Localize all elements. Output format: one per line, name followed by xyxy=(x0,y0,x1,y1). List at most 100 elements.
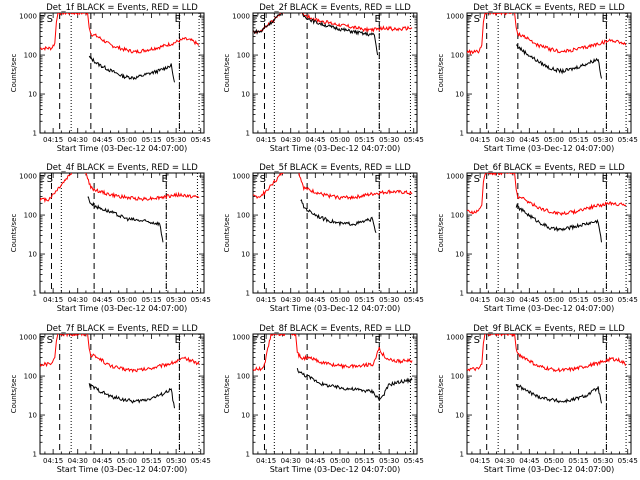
x-tick-label: 05:15 xyxy=(568,296,588,304)
axes-frame xyxy=(39,333,205,455)
y-tick-label: 1000 xyxy=(232,173,250,181)
events-series-line xyxy=(88,383,175,409)
events-series-line xyxy=(88,55,175,83)
interval-flag: E xyxy=(251,14,257,25)
x-axis-label: Start Time (03-Dec-12 04:07:00) xyxy=(270,465,401,474)
x-axis-label: Start Time (03-Dec-12 04:07:00) xyxy=(484,465,615,474)
x-tick-label: 04:15 xyxy=(470,457,490,465)
x-tick-label: 04:45 xyxy=(519,296,539,304)
x-tick-label: 04:15 xyxy=(470,136,490,144)
axes-frame xyxy=(252,172,418,294)
x-axis-label: Start Time (03-Dec-12 04:07:00) xyxy=(57,465,188,474)
interval-flag: E xyxy=(38,14,44,25)
y-tick-label: 10 xyxy=(28,412,37,420)
x-tick-label: 04:45 xyxy=(92,296,112,304)
axes-frame xyxy=(39,172,205,294)
x-tick-label: 04:45 xyxy=(519,136,539,144)
interval-flag: S xyxy=(47,14,53,25)
x-tick-label: 05:45 xyxy=(618,136,638,144)
panel-title: Det_3f BLACK = Events, RED = LLD xyxy=(473,3,625,13)
interval-flag: S xyxy=(47,174,53,185)
x-tick-label: 04:15 xyxy=(43,457,63,465)
y-tick-label: 100 xyxy=(237,373,250,381)
x-axis-label: Start Time (03-Dec-12 04:07:00) xyxy=(484,304,615,313)
y-tick-label: 10 xyxy=(455,91,464,99)
axes-frame xyxy=(466,172,632,294)
y-axis-label: Counts/sec xyxy=(437,214,445,253)
interval-flag: S xyxy=(260,174,266,185)
panel-3: Det_3f BLACK = Events, RED = LLD 1 10 100 10… xyxy=(437,3,638,153)
y-tick-label: 10 xyxy=(241,251,250,259)
events-series-line xyxy=(515,383,602,404)
x-tick-label: 05:15 xyxy=(354,457,374,465)
x-tick-label: 05:45 xyxy=(618,457,638,465)
x-tick-label: 05:15 xyxy=(354,296,374,304)
lld-series-line xyxy=(467,13,627,56)
y-tick-label: 100 xyxy=(451,212,464,220)
x-tick-label: 04:30 xyxy=(495,457,515,465)
y-tick-label: 100 xyxy=(24,373,37,381)
x-tick-label: 04:15 xyxy=(43,136,63,144)
interval-flag: E xyxy=(251,335,257,346)
interval-flag: E xyxy=(374,335,380,346)
panel-title: Det_1f BLACK = Events, RED = LLD xyxy=(46,3,198,13)
panel-title: Det_6f BLACK = Events, RED = LLD xyxy=(473,163,625,173)
panel-6: Det_6f BLACK = Events, RED = LLD 1 10 100 10… xyxy=(437,163,638,313)
y-tick-label: 1 xyxy=(460,451,464,459)
interval-flag: S xyxy=(260,335,266,346)
x-tick-label: 05:30 xyxy=(379,136,399,144)
interval-flag: E xyxy=(251,174,257,185)
y-tick-label: 1 xyxy=(33,451,37,459)
x-tick-label: 04:15 xyxy=(256,296,276,304)
y-tick-label: 1000 xyxy=(232,13,250,21)
x-tick-label: 05:45 xyxy=(191,457,211,465)
x-tick-label: 05:15 xyxy=(141,296,161,304)
x-tick-label: 05:45 xyxy=(404,136,424,144)
panel-5: Det_5f BLACK = Events, RED = LLD 1 10 100 10… xyxy=(223,163,424,313)
interval-flag: E xyxy=(374,14,380,25)
y-tick-label: 1 xyxy=(246,290,250,298)
panel-title: Det_8f BLACK = Events, RED = LLD xyxy=(259,324,411,334)
axes-frame xyxy=(39,12,205,134)
y-tick-label: 1 xyxy=(246,130,250,138)
interval-flag: S xyxy=(474,174,480,185)
x-tick-label: 05:00 xyxy=(544,457,564,465)
interval-flag: E xyxy=(175,335,181,346)
events-series-line xyxy=(516,44,602,79)
x-tick-label: 05:15 xyxy=(568,457,588,465)
x-tick-label: 04:15 xyxy=(470,296,490,304)
x-tick-label: 05:00 xyxy=(544,296,564,304)
x-tick-label: 05:30 xyxy=(379,296,399,304)
x-tick-label: 04:30 xyxy=(68,457,88,465)
y-tick-label: 10 xyxy=(241,91,250,99)
x-tick-label: 05:00 xyxy=(330,296,350,304)
events-series-line xyxy=(515,203,602,243)
x-tick-label: 04:30 xyxy=(281,296,301,304)
panel-2: Det_2f BLACK = Events, RED = LLD 1 10 100 10… xyxy=(223,3,424,153)
events-series-line xyxy=(87,196,164,243)
x-tick-label: 05:45 xyxy=(191,296,211,304)
x-tick-label: 05:00 xyxy=(330,457,350,465)
x-tick-label: 05:45 xyxy=(404,457,424,465)
y-tick-label: 1000 xyxy=(19,334,37,342)
y-tick-label: 100 xyxy=(237,212,250,220)
interval-flag: E xyxy=(38,174,44,185)
x-tick-label: 05:15 xyxy=(141,136,161,144)
x-tick-label: 04:45 xyxy=(305,136,325,144)
y-tick-label: 100 xyxy=(237,52,250,60)
x-tick-label: 05:30 xyxy=(593,136,613,144)
events-series-line xyxy=(300,199,377,233)
events-series-line xyxy=(296,367,413,402)
x-tick-label: 05:45 xyxy=(191,136,211,144)
x-tick-label: 05:30 xyxy=(593,296,613,304)
x-tick-label: 05:30 xyxy=(166,296,186,304)
x-tick-label: 05:00 xyxy=(117,296,137,304)
x-tick-label: 04:30 xyxy=(495,296,515,304)
interval-flag: E xyxy=(38,335,44,346)
interval-flag: E xyxy=(175,14,181,25)
x-tick-label: 05:45 xyxy=(618,296,638,304)
panel-title: Det_7f BLACK = Events, RED = LLD xyxy=(46,324,198,334)
x-tick-label: 05:30 xyxy=(379,457,399,465)
y-tick-label: 1000 xyxy=(446,13,464,21)
